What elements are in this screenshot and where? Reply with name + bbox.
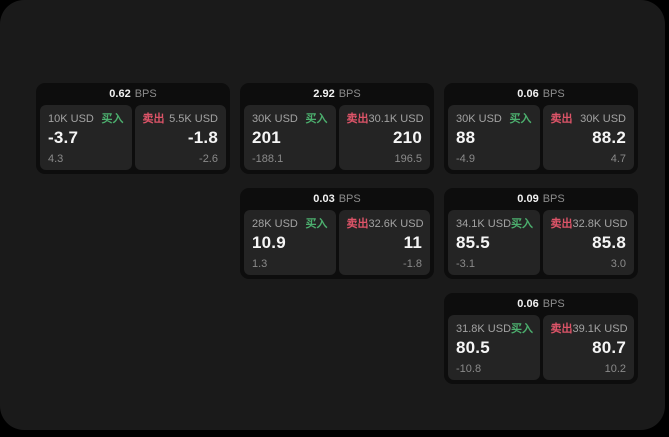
sell-amount: 30K USD [580, 113, 626, 125]
bps-unit: BPS [338, 88, 361, 100]
quote-card-4: 0.03 BPS 28K USD 买入 10.9 1.3 卖出 32.6K US… [240, 188, 434, 279]
buy-price: 10.9 [252, 233, 286, 252]
card-header: 0.06 BPS [444, 293, 638, 315]
bps-value: 0.06 [517, 298, 539, 310]
sell-amount: 32.6K USD [368, 218, 424, 230]
card-header: 0.62 BPS [36, 83, 230, 105]
sell-price: 11 [403, 233, 422, 252]
buy-panel[interactable]: 31.8K USD 买入 80.5 -10.8 [448, 315, 540, 380]
bps-unit: BPS [542, 298, 565, 310]
bps-value: 2.92 [313, 88, 335, 100]
card-header: 0.06 BPS [444, 83, 638, 105]
buy-panel[interactable]: 34.1K USD 买入 85.5 -3.1 [448, 210, 540, 275]
bps-unit: BPS [542, 193, 565, 205]
sell-panel[interactable]: 卖出 32.6K USD 11 -1.8 [338, 210, 430, 275]
sell-panel[interactable]: 卖出 5.5K USD -1.8 -2.6 [134, 105, 226, 170]
sell-price: 210 [393, 128, 422, 147]
buy-amount: 34.1K USD [456, 218, 512, 230]
buy-price: 85.5 [456, 233, 490, 252]
sell-change: 3.0 [610, 258, 626, 270]
sell-side-label: 卖出 [346, 113, 369, 125]
bps-value: 0.62 [109, 88, 131, 100]
sell-change: 196.5 [394, 153, 422, 165]
buy-change: 4.3 [48, 153, 64, 165]
buy-price: 80.5 [456, 338, 490, 357]
buy-price: -3.7 [48, 128, 79, 147]
buy-panel[interactable]: 30K USD 买入 201 -188.1 [244, 105, 336, 170]
buy-amount: 10K USD [48, 113, 94, 125]
bps-unit: BPS [134, 88, 157, 100]
buy-change: -4.9 [456, 153, 475, 165]
buy-panel[interactable]: 10K USD 买入 -3.7 4.3 [40, 105, 132, 170]
bps-unit: BPS [542, 88, 565, 100]
sell-change: 10.2 [604, 363, 626, 375]
buy-side-label: 买入 [305, 113, 328, 125]
buy-price: 88 [456, 128, 476, 147]
buy-amount: 31.8K USD [456, 323, 512, 335]
card-body: 31.8K USD 买入 80.5 -10.8 卖出 39.1K USD 80.… [444, 315, 638, 380]
sell-side-label: 卖出 [550, 218, 573, 230]
sell-panel[interactable]: 卖出 39.1K USD 80.7 10.2 [542, 315, 634, 380]
buy-change: -188.1 [252, 153, 284, 165]
buy-side-label: 买入 [101, 113, 124, 125]
sell-change: 4.7 [610, 153, 626, 165]
sell-side-label: 卖出 [142, 113, 165, 125]
sell-price: 85.8 [592, 233, 626, 252]
sell-amount: 30.1K USD [368, 113, 424, 125]
sell-price: -1.8 [187, 128, 218, 147]
bps-value: 0.09 [517, 193, 539, 205]
card-body: 10K USD 买入 -3.7 4.3 卖出 5.5K USD -1.8 -2.… [36, 105, 230, 170]
sell-panel[interactable]: 卖出 30.1K USD 210 196.5 [338, 105, 430, 170]
buy-price: 201 [252, 128, 281, 147]
buy-side-label: 买入 [511, 323, 534, 335]
sell-amount: 5.5K USD [169, 113, 218, 125]
bps-value: 0.03 [313, 193, 335, 205]
bps-value: 0.06 [517, 88, 539, 100]
sell-panel[interactable]: 卖出 30K USD 88.2 4.7 [542, 105, 634, 170]
quote-card-2: 2.92 BPS 30K USD 买入 201 -188.1 卖出 30.1K … [240, 83, 434, 174]
card-body: 30K USD 买入 201 -188.1 卖出 30.1K USD 210 1… [240, 105, 434, 170]
sell-amount: 32.8K USD [572, 218, 628, 230]
quote-card-6: 0.06 BPS 31.8K USD 买入 80.5 -10.8 卖出 39.1… [444, 293, 638, 384]
buy-side-label: 买入 [511, 218, 534, 230]
sell-side-label: 卖出 [346, 218, 369, 230]
card-body: 34.1K USD 买入 85.5 -3.1 卖出 32.8K USD 85.8… [444, 210, 638, 275]
quote-card-5: 0.09 BPS 34.1K USD 买入 85.5 -3.1 卖出 32.8K… [444, 188, 638, 279]
buy-panel[interactable]: 28K USD 买入 10.9 1.3 [244, 210, 336, 275]
buy-change: -3.1 [456, 258, 475, 270]
buy-amount: 30K USD [252, 113, 298, 125]
sell-price: 80.7 [592, 338, 626, 357]
sell-amount: 39.1K USD [572, 323, 628, 335]
buy-change: 1.3 [252, 258, 268, 270]
buy-amount: 30K USD [456, 113, 502, 125]
sell-side-label: 卖出 [550, 323, 573, 335]
buy-panel[interactable]: 30K USD 买入 88 -4.9 [448, 105, 540, 170]
card-body: 30K USD 买入 88 -4.9 卖出 30K USD 88.2 4.7 [444, 105, 638, 170]
main-panel: 0.62 BPS 10K USD 买入 -3.7 4.3 卖出 5.5K USD… [0, 0, 665, 430]
sell-change: -2.6 [199, 153, 218, 165]
bps-unit: BPS [338, 193, 361, 205]
card-header: 2.92 BPS [240, 83, 434, 105]
buy-side-label: 买入 [305, 218, 328, 230]
quote-card-1: 0.62 BPS 10K USD 买入 -3.7 4.3 卖出 5.5K USD… [36, 83, 230, 174]
card-body: 28K USD 买入 10.9 1.3 卖出 32.6K USD 11 -1.8 [240, 210, 434, 275]
buy-change: -10.8 [456, 363, 482, 375]
sell-side-label: 卖出 [550, 113, 573, 125]
sell-change: -1.8 [403, 258, 422, 270]
buy-amount: 28K USD [252, 218, 298, 230]
buy-side-label: 买入 [509, 113, 532, 125]
quote-card-3: 0.06 BPS 30K USD 买入 88 -4.9 卖出 30K USD 8… [444, 83, 638, 174]
sell-price: 88.2 [592, 128, 626, 147]
sell-panel[interactable]: 卖出 32.8K USD 85.8 3.0 [542, 210, 634, 275]
card-header: 0.09 BPS [444, 188, 638, 210]
card-header: 0.03 BPS [240, 188, 434, 210]
